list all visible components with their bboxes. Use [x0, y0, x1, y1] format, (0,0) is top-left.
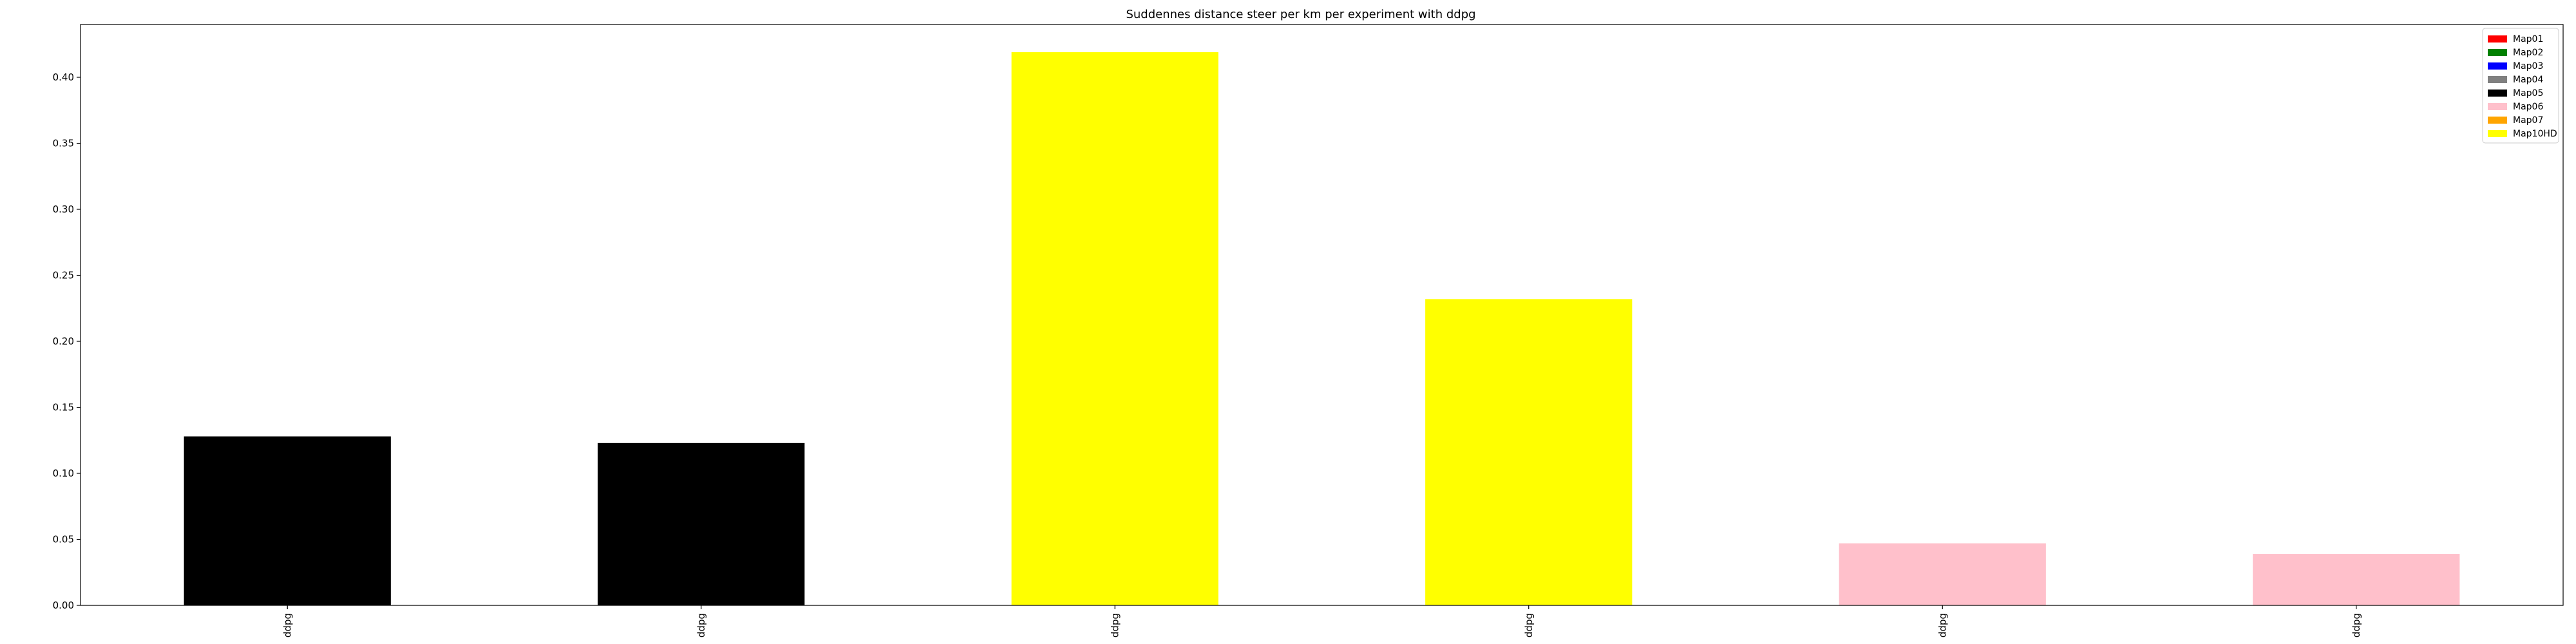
legend-swatch [2488, 130, 2507, 137]
legend-frame [2482, 28, 2559, 144]
x-tick-label: ddpg [281, 613, 293, 638]
legend-label: Map04 [2513, 75, 2543, 85]
x-tick-label: ddpg [696, 613, 707, 638]
legend-label: Map10HD [2513, 129, 2557, 139]
y-tick-label: 0.05 [53, 534, 74, 545]
y-tick-label: 0.30 [53, 204, 74, 215]
plot-frame [80, 24, 2564, 606]
legend-swatch [2488, 62, 2507, 70]
legend-label: Map06 [2513, 102, 2543, 112]
legend-label: Map02 [2513, 48, 2543, 58]
legend-swatch [2488, 35, 2507, 43]
bars-group [184, 52, 2460, 606]
x-tick-label: ddpg [2351, 613, 2362, 638]
legend-swatch [2488, 76, 2507, 83]
legend: Map01 Map02 Map03 Map04 Map05 Map06 Map07 Map10… [2482, 28, 2559, 144]
y-tick-label: 0.35 [53, 138, 74, 149]
legend-swatch [2488, 103, 2507, 110]
y-tick-label: 0.10 [53, 468, 74, 479]
x-tick-label: ddpg [1109, 613, 1121, 638]
legend-label: Map05 [2513, 88, 2543, 99]
x-axis: ddpg ddpg ddpg ddpg ddpg ddpg [281, 605, 2362, 638]
y-tick-label: 0.20 [53, 336, 74, 347]
bar-4 [1425, 299, 1633, 605]
bar-6 [2253, 554, 2460, 605]
y-tick-label: 0.15 [53, 402, 74, 413]
legend-swatch [2488, 117, 2507, 124]
bar-5 [1839, 543, 2046, 605]
legend-label: Map03 [2513, 61, 2543, 71]
x-tick-label: ddpg [1523, 613, 1535, 638]
chart-title: Suddennes distance steer per km per expe… [1126, 8, 1475, 21]
x-tick-label: ddpg [1937, 613, 1948, 638]
plot-background [80, 24, 2563, 605]
bar-2 [598, 442, 805, 605]
legend-label: Map07 [2513, 115, 2543, 126]
y-tick-label: 0.25 [53, 270, 74, 281]
legend-label: Map01 [2513, 34, 2543, 44]
y-tick-label: 0.00 [53, 600, 74, 611]
y-tick-label: 0.40 [53, 71, 74, 83]
legend-swatch [2488, 49, 2507, 56]
bar-1 [184, 436, 391, 605]
legend-swatch [2488, 90, 2507, 97]
y-axis: 0.00 0.05 0.10 0.15 0.20 0.25 0.30 0.35 0.40 [53, 71, 80, 611]
bar-3 [1011, 52, 1218, 606]
